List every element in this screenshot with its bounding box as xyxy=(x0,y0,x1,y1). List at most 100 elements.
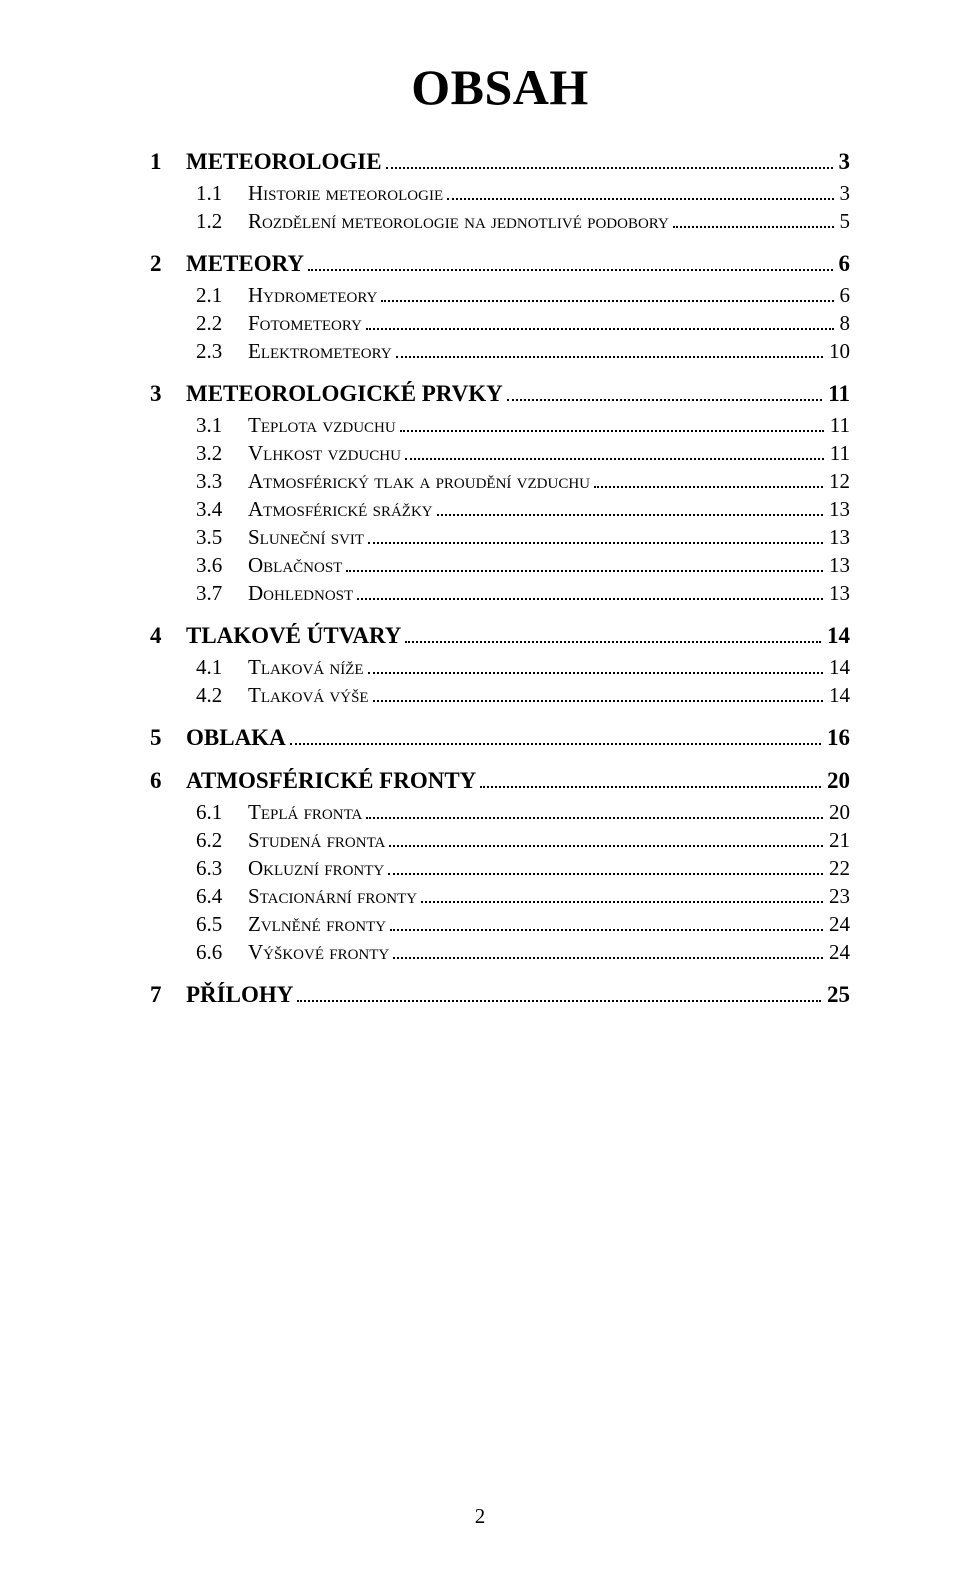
toc-entry[interactable]: 3METEOROLOGICKÉ PRVKY11 xyxy=(150,382,850,405)
toc-entry[interactable]: 2.1Hydrometeory6 xyxy=(150,285,850,306)
toc-entry-label: Teplá fronta xyxy=(248,802,362,823)
toc-entry-page: 24 xyxy=(827,914,850,935)
toc-entry-page: 12 xyxy=(827,471,850,492)
toc-entry-page: 14 xyxy=(827,685,850,706)
toc-entry-label: Atmosférický tlak a proudění vzduchu xyxy=(248,471,590,492)
toc-entry[interactable]: 6.2Studená fronta21 xyxy=(150,830,850,851)
toc-entry[interactable]: 3.4Atmosférické srážky13 xyxy=(150,499,850,520)
toc-entry-page: 13 xyxy=(827,527,850,548)
toc-dot-leader xyxy=(366,314,834,330)
toc-entry-number: 1.2 xyxy=(196,211,248,232)
toc-entry[interactable]: 1.1Historie meteorologie3 xyxy=(150,183,850,204)
toc-entry[interactable]: 3.7Dohlednost 13 xyxy=(150,583,850,604)
toc-entry-page: 11 xyxy=(828,415,850,436)
toc-entry-page: 6 xyxy=(838,285,851,306)
toc-entry-label: Elektrometeory xyxy=(248,341,392,362)
toc-entry[interactable]: 6.1Teplá fronta 20 xyxy=(150,802,850,823)
toc-dot-leader xyxy=(390,915,823,931)
toc-entry[interactable]: 1.2Rozdělení meteorologie na jednotlivé … xyxy=(150,211,850,232)
toc-entry[interactable]: 6.3Okluzní fronty22 xyxy=(150,858,850,879)
toc-entry-number: 2 xyxy=(150,252,186,275)
toc-entry-label: ATMOSFÉRICKÉ FRONTY xyxy=(186,769,476,792)
toc-dot-leader xyxy=(447,184,833,200)
toc-entry-page: 13 xyxy=(827,499,850,520)
toc-entry[interactable]: 4.2Tlaková výše14 xyxy=(150,685,850,706)
toc-entry-page: 20 xyxy=(827,802,850,823)
toc-entry-number: 3.3 xyxy=(196,471,248,492)
toc-entry[interactable]: 7PŘÍLOHY25 xyxy=(150,983,850,1006)
toc-entry[interactable]: 5OBLAKA 16 xyxy=(150,726,850,749)
toc-entry-number: 3.7 xyxy=(196,583,248,604)
toc-dot-leader xyxy=(388,859,823,875)
toc-entry[interactable]: 2.3Elektrometeory 10 xyxy=(150,341,850,362)
toc-entry-label: Výškové fronty xyxy=(248,942,389,963)
toc-entry-page: 3 xyxy=(838,183,851,204)
toc-entry-label: TLAKOVÉ ÚTVARY xyxy=(186,624,401,647)
toc-dot-leader xyxy=(381,286,833,302)
page-number: 2 xyxy=(0,1504,960,1529)
toc-entry-page: 8 xyxy=(838,313,851,334)
toc-entry-number: 4.1 xyxy=(196,657,248,678)
toc-entry[interactable]: 3.3Atmosférický tlak a proudění vzduchu 1… xyxy=(150,471,850,492)
toc-entry-page: 16 xyxy=(825,726,850,749)
toc-dot-leader xyxy=(421,887,823,903)
toc-entry-label: PŘÍLOHY xyxy=(186,983,293,1006)
toc-entry-number: 3 xyxy=(150,382,186,405)
toc-entry-page: 6 xyxy=(837,252,851,275)
toc-entry[interactable]: 6.4Stacionární fronty23 xyxy=(150,886,850,907)
toc-entry[interactable]: 2METEORY 6 xyxy=(150,252,850,275)
toc-entry-number: 4 xyxy=(150,624,186,647)
toc-entry-label: Dohlednost xyxy=(248,583,353,604)
toc-dot-leader xyxy=(400,416,824,432)
toc-entry[interactable]: 2.2Fotometeory8 xyxy=(150,313,850,334)
toc-entry-number: 6.1 xyxy=(196,802,248,823)
toc-entry-page: 13 xyxy=(827,555,850,576)
toc-entry[interactable]: 4TLAKOVÉ ÚTVARY14 xyxy=(150,624,850,647)
toc-dot-leader xyxy=(480,771,821,788)
toc-entry-label: Zvlněné fronty xyxy=(248,914,386,935)
toc-dot-leader xyxy=(308,254,832,271)
toc-entry-page: 5 xyxy=(838,211,851,232)
toc-entry-page: 13 xyxy=(827,583,850,604)
toc-entry-number: 6.4 xyxy=(196,886,248,907)
toc-entry[interactable]: 1METEOROLOGIE3 xyxy=(150,150,850,173)
toc-entry[interactable]: 3.6Oblačnost13 xyxy=(150,555,850,576)
toc-dot-leader xyxy=(386,152,833,169)
toc-entry-label: OBLAKA xyxy=(186,726,286,749)
toc-entry-page: 22 xyxy=(827,858,850,879)
toc-entry-number: 3.2 xyxy=(196,443,248,464)
toc-dot-leader xyxy=(368,658,823,674)
toc-entry-page: 14 xyxy=(827,657,850,678)
toc-dot-leader xyxy=(396,342,823,358)
toc-entry-number: 1 xyxy=(150,150,186,173)
toc-entry-page: 11 xyxy=(828,443,850,464)
toc-entry-number: 3.6 xyxy=(196,555,248,576)
toc-entry[interactable]: 3.5Sluneční svit13 xyxy=(150,527,850,548)
toc-entry-number: 5 xyxy=(150,726,186,749)
toc-entry[interactable]: 4.1Tlaková níže 14 xyxy=(150,657,850,678)
toc-entry[interactable]: 6ATMOSFÉRICKÉ FRONTY20 xyxy=(150,769,850,792)
toc-entry-label: Stacionární fronty xyxy=(248,886,417,907)
toc-entry-label: Vlhkost vzduchu xyxy=(248,443,401,464)
toc-entry-page: 10 xyxy=(827,341,850,362)
toc-dot-leader xyxy=(290,728,821,745)
toc-entry-label: Fotometeory xyxy=(248,313,362,334)
toc-entry-label: METEOROLOGICKÉ PRVKY xyxy=(186,382,503,405)
toc-entry[interactable]: 3.1Teplota vzduchu11 xyxy=(150,415,850,436)
toc-entry-label: METEOROLOGIE xyxy=(186,150,382,173)
toc-dot-leader xyxy=(389,831,823,847)
toc-entry[interactable]: 3.2Vlhkost vzduchu 11 xyxy=(150,443,850,464)
toc-entry[interactable]: 6.6Výškové fronty24 xyxy=(150,942,850,963)
toc-entry-label: Sluneční svit xyxy=(248,527,364,548)
toc-entry-label: Tlaková níže xyxy=(248,657,364,678)
toc-entry-label: METEORY xyxy=(186,252,304,275)
toc-entry-number: 2.3 xyxy=(196,341,248,362)
toc-entry-label: Rozdělení meteorologie na jednotlivé pod… xyxy=(248,211,669,232)
toc-entry-number: 2.1 xyxy=(196,285,248,306)
toc-entry-label: Historie meteorologie xyxy=(248,183,443,204)
toc-entry-page: 21 xyxy=(827,830,850,851)
toc-dot-leader xyxy=(673,212,834,228)
toc-dot-leader xyxy=(366,803,823,819)
toc-entry[interactable]: 6.5Zvlněné fronty24 xyxy=(150,914,850,935)
toc-entry-number: 6.3 xyxy=(196,858,248,879)
